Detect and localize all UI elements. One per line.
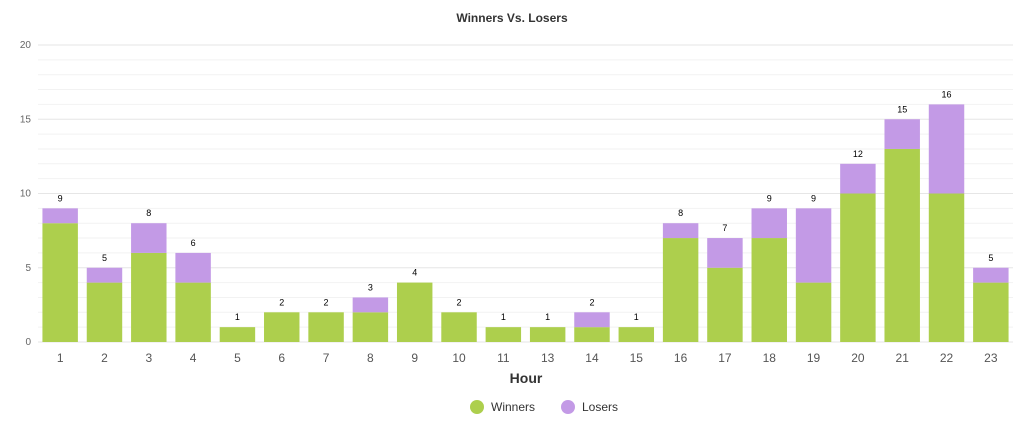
- y-axis-ticks: 0 5 10 15 20: [20, 40, 32, 348]
- bar-winners: [352, 312, 389, 342]
- bar-losers: [175, 252, 211, 283]
- x-axis-ticks: 1 2 3 4 5 6 7 8 9 10 11 13 14 15 16 17 18 19 20 21 22 23: [57, 351, 998, 365]
- legend-item-winners[interactable]: Winners: [470, 400, 535, 414]
- bar-total-label: 7: [722, 223, 727, 233]
- x-tick-label: 16: [674, 351, 688, 365]
- bar-winners: [86, 282, 123, 342]
- x-tick-label: 17: [718, 351, 732, 365]
- bar-winners: [131, 252, 167, 342]
- bar-total-label: 16: [942, 89, 952, 99]
- y-tick-label: 10: [20, 189, 32, 200]
- bar-losers: [840, 163, 876, 194]
- x-tick-label: 7: [323, 351, 330, 365]
- bar-losers: [86, 267, 123, 283]
- x-tick-label: 19: [807, 351, 821, 365]
- x-tick-label: 5: [234, 351, 241, 365]
- x-tick-label: 15: [630, 351, 644, 365]
- bar-total-label: 12: [853, 149, 863, 159]
- bar-total-label: 6: [191, 238, 196, 248]
- bar-winners: [884, 148, 920, 342]
- x-tick-label: 22: [940, 351, 954, 365]
- x-tick-label: 9: [411, 351, 418, 365]
- bar-losers: [707, 238, 743, 268]
- bar-winners: [396, 282, 433, 342]
- y-tick-label: 0: [25, 337, 31, 348]
- bar-total-label: 9: [811, 193, 816, 203]
- bar-total-label: 8: [678, 208, 683, 218]
- y-tick-label: 5: [25, 263, 31, 274]
- bar-winners: [707, 267, 743, 342]
- x-tick-label: 8: [367, 351, 374, 365]
- bar-total-label: 9: [58, 193, 63, 203]
- legend-marker: [561, 400, 575, 414]
- x-tick-label: 4: [190, 351, 197, 365]
- legend-label: Winners: [491, 400, 535, 414]
- bar-total-label: 2: [457, 297, 462, 307]
- x-tick-label: 13: [541, 351, 555, 365]
- y-tick-label: 20: [20, 40, 32, 51]
- bar-series: [42, 104, 1009, 342]
- x-tick-label: 1: [57, 351, 64, 365]
- x-tick-label: 23: [984, 351, 998, 365]
- bar-winners: [175, 282, 211, 342]
- bar-winners: [795, 282, 832, 342]
- bar-total-label: 8: [146, 208, 151, 218]
- bar-winners: [308, 312, 344, 342]
- bar-total-label: 2: [324, 297, 329, 307]
- bar-total-label: 5: [102, 253, 107, 263]
- bar-total-label: 3: [368, 282, 373, 292]
- bar-winners: [42, 223, 78, 342]
- x-tick-label: 18: [763, 351, 777, 365]
- bar-total-label: 1: [634, 312, 639, 322]
- x-tick-label: 21: [896, 351, 910, 365]
- bar-winners: [751, 238, 787, 342]
- bar-losers: [751, 208, 787, 239]
- legend-label: Losers: [582, 400, 618, 414]
- bar-total-label: 4: [412, 268, 417, 278]
- x-tick-label: 2: [101, 351, 108, 365]
- chart-title: Winners Vs. Losers: [456, 11, 568, 25]
- bar-losers: [928, 104, 965, 194]
- bar-total-label: 2: [589, 297, 594, 307]
- bar-total-label: 1: [235, 312, 240, 322]
- bar-losers: [574, 312, 610, 328]
- bar-total-label: 5: [988, 253, 993, 263]
- bar-winners: [618, 327, 655, 342]
- bar-total-label: 1: [501, 312, 506, 322]
- bar-losers: [662, 223, 699, 239]
- bar-winners: [219, 327, 256, 342]
- bar-winners: [662, 238, 699, 342]
- x-tick-label: 6: [278, 351, 285, 365]
- x-tick-label: 14: [585, 351, 599, 365]
- bar-winners: [973, 282, 1009, 342]
- bar-losers: [884, 119, 920, 149]
- legend-item-losers[interactable]: Losers: [561, 400, 618, 414]
- x-tick-label: 20: [851, 351, 865, 365]
- bar-total-label: 2: [279, 297, 284, 307]
- bar-winners: [441, 312, 477, 342]
- legend-marker: [470, 400, 484, 414]
- bar-winners: [928, 193, 965, 342]
- bar-winners: [574, 327, 610, 342]
- legend: Winners Losers: [470, 400, 618, 414]
- bar-winners: [840, 193, 876, 342]
- bar-losers: [42, 208, 78, 224]
- bar-winners: [529, 327, 566, 342]
- bar-total-label: 1: [545, 312, 550, 322]
- bar-total-label: 9: [767, 193, 772, 203]
- bar-losers: [131, 223, 167, 253]
- x-axis-title: Hour: [510, 370, 543, 386]
- bar-losers: [973, 267, 1009, 283]
- bar-losers: [795, 208, 832, 283]
- bar-losers: [352, 297, 389, 313]
- bar-winners: [485, 327, 522, 342]
- y-tick-label: 15: [20, 114, 32, 125]
- x-tick-label: 10: [452, 351, 466, 365]
- x-tick-label: 11: [497, 351, 510, 365]
- x-tick-label: 3: [145, 351, 152, 365]
- bar-winners: [264, 312, 300, 342]
- bar-total-label: 15: [897, 104, 907, 114]
